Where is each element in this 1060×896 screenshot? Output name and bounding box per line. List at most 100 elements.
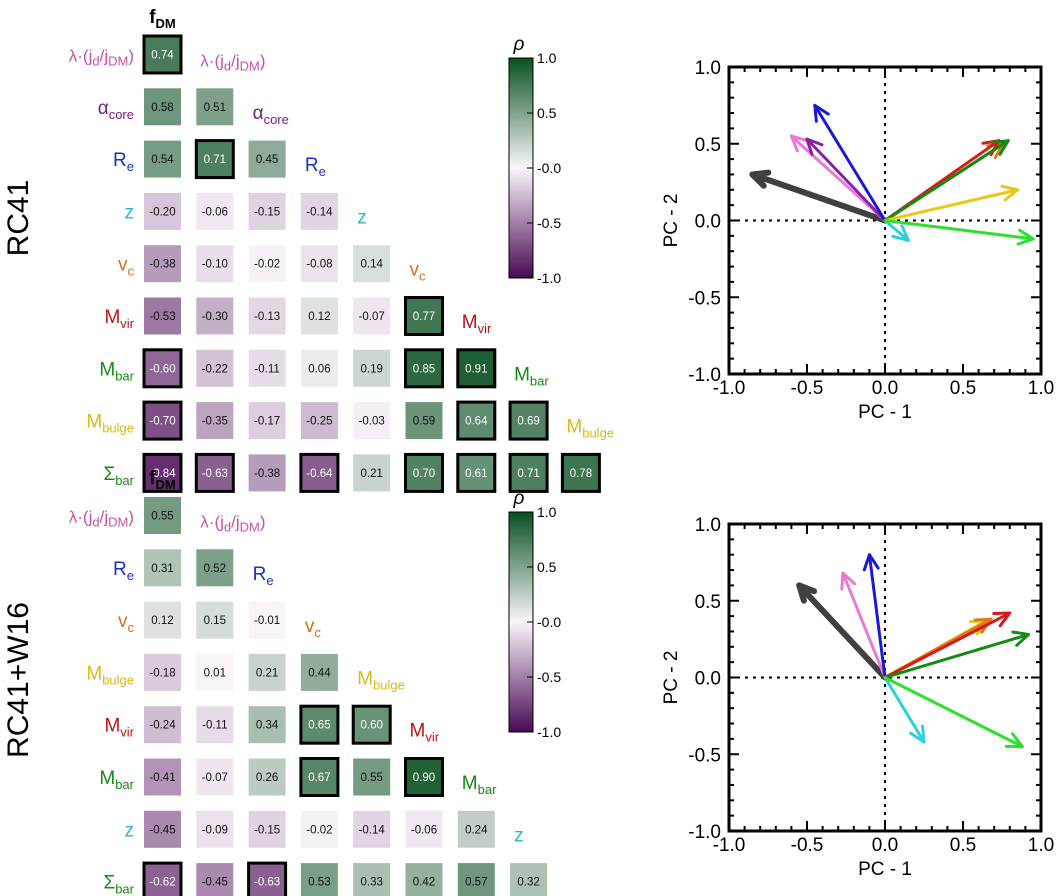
cell-value: 0.67 [308, 772, 330, 784]
colorbar-title: ρ [513, 34, 525, 55]
cell-value: -0.02 [306, 824, 332, 836]
diag-label-3: z [357, 207, 367, 228]
colorbar-tick-label: -0.0 [537, 160, 561, 176]
cell-value: -0.15 [254, 824, 280, 836]
cell-value: 0.31 [151, 563, 173, 575]
colorbar-tick-label: 0.5 [537, 105, 557, 121]
cell-value: -0.60 [149, 363, 175, 375]
row-label-6: Mbar [99, 359, 134, 383]
row-label-1: Re [113, 559, 134, 583]
row-label-4: Mvir [104, 716, 134, 740]
vector-arrow-8 [885, 186, 1018, 220]
cell-value: 0.55 [151, 511, 173, 523]
vector-shaft [815, 105, 885, 220]
diag-label-2: vc [305, 616, 322, 640]
diag-label-4: vc [410, 260, 427, 284]
diag-label-0: λ·(jd/jDM) [200, 52, 265, 74]
cell-value: -0.63 [254, 877, 280, 889]
cell-value: -0.45 [202, 877, 228, 889]
pca-plot-0: -1.0 -0.5 0.0 0.5 1.01.00.50.0-0.5-1.0PC - 1… [661, 58, 1054, 423]
x-tick-label: 0.5 [950, 378, 976, 399]
cell-value: 0.54 [151, 154, 174, 166]
cell-value: 0.78 [570, 468, 592, 480]
diag-label-3: Mbulge [357, 668, 405, 692]
cell-value: -0.25 [306, 416, 332, 428]
cell-value: 0.64 [465, 416, 488, 428]
cell-value: 0.32 [517, 877, 539, 889]
cell-value: 0.60 [361, 720, 383, 732]
row-label-5: Mbar [99, 768, 134, 792]
column-label-fdm: fDM [149, 7, 176, 31]
cell-value: 0.71 [517, 468, 539, 480]
diag-label-0: λ·(jd/jDM) [200, 513, 265, 535]
cell-value: -0.64 [306, 468, 333, 480]
cell-value: 0.33 [361, 877, 383, 889]
cell-value: 0.42 [413, 877, 435, 889]
cell-value: -0.11 [202, 720, 227, 732]
cell-value: 0.45 [256, 154, 278, 166]
cell-value: 0.06 [308, 363, 330, 375]
cell-value: -0.10 [202, 259, 228, 271]
x-tick-label: -0.5 [791, 378, 824, 399]
cell-value: -0.09 [202, 824, 228, 836]
x-tick-label: 1.0 [1028, 378, 1054, 399]
colorbar-tick-label: 1.0 [537, 50, 557, 66]
y-tick-label: -1.0 [688, 365, 721, 386]
colorbar-tick-label: -0.5 [537, 215, 561, 231]
cell-value: -0.14 [359, 824, 386, 836]
row-label-0: λ·(jd/jDM) [69, 47, 134, 69]
pca-plot-1: -1.0 -0.5 0.0 0.5 1.0 1.0 0.5 0.0 -0.5 -1.0 PC - 1… [661, 515, 1054, 880]
diag-label-1: Re [253, 564, 274, 588]
y-axis-label: PC - 2 [661, 651, 682, 705]
cell-value: 0.90 [413, 772, 435, 784]
diag-label-2: Re [305, 155, 326, 179]
row-label-2: vc [118, 611, 135, 635]
cell-value: 0.44 [308, 667, 331, 679]
cell-value: 0.14 [361, 259, 384, 271]
cell-value: 0.19 [361, 363, 383, 375]
colorbar-0: ρ 1.0 0.5 -0.0 -0.5 -1.0 [509, 34, 561, 286]
cell-value: -0.17 [254, 416, 280, 428]
row-label-7: Mbulge [86, 412, 134, 436]
vector-shaft [885, 141, 1008, 221]
x-tick-label: 0.0 [872, 378, 898, 399]
row-label-3: Mbulge [86, 663, 134, 687]
cell-value: -0.14 [306, 206, 333, 218]
vector-arrow-0 [799, 585, 885, 677]
diag-label-4: Mvir [410, 721, 440, 745]
row-label-6: z [125, 820, 135, 841]
cell-value: 0.70 [413, 468, 435, 480]
cell-value: -0.15 [254, 206, 280, 218]
cell-value: 0.24 [465, 824, 488, 836]
cell-value: -0.13 [254, 311, 280, 323]
cell-value: -0.22 [202, 363, 228, 375]
cell-value: -0.20 [149, 206, 175, 218]
row-label-8: Σbar [103, 464, 134, 488]
cell-value: 0.21 [361, 468, 383, 480]
cell-value: -0.03 [359, 416, 385, 428]
cell-value: 0.12 [151, 615, 173, 627]
colorbar-title: ρ [513, 488, 525, 509]
colorbar-tick-label: -1.0 [537, 270, 561, 286]
cell-value: -0.02 [254, 259, 280, 271]
y-tick-label: -1.0 [688, 822, 721, 843]
y-tick-label: 0.0 [695, 212, 721, 233]
cell-value: -0.45 [149, 824, 175, 836]
colorbar-1: ρ 1.0 0.5 -0.0 -0.5 -1.0 [509, 488, 561, 740]
cell-value: -0.35 [202, 416, 228, 428]
cell-value: 0.21 [256, 667, 278, 679]
diag-label-5: Mbar [462, 773, 497, 797]
row-title-1: RC41+W16 [2, 602, 35, 758]
colorbar-tick-label: 0.5 [537, 559, 557, 575]
cell-value: -0.53 [149, 311, 175, 323]
cell-value: 0.91 [465, 363, 487, 375]
row-label-0: λ·(jd/jDM) [69, 508, 134, 530]
colorbar-tick-label: 1.0 [537, 504, 557, 520]
diag-label-7: Mbulge [566, 417, 614, 441]
cell-value: -0.18 [149, 667, 175, 679]
y-tick-label: -0.5 [688, 745, 721, 766]
y-tick-label: 1.0 [695, 515, 721, 536]
y-tick-label: -0.5 [688, 288, 721, 309]
y-tick-label: 0.5 [695, 592, 721, 613]
cell-value: 0.57 [465, 877, 487, 889]
